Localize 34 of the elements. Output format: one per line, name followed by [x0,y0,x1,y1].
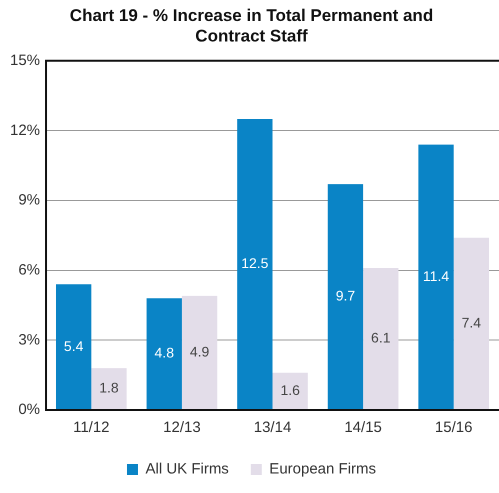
bar [272,372,308,410]
data-label: 12.5 [241,255,269,272]
bar [182,296,218,410]
y-tick-label: 0% [18,401,40,418]
x-tick-label: 15/16 [434,419,472,436]
legend-label: European Firms [269,460,376,478]
bar [363,268,398,410]
bar [146,298,182,410]
bar [237,119,273,410]
data-label: 6.1 [371,330,391,346]
bar [328,184,364,410]
x-tick-label: 11/12 [73,419,110,436]
y-tick-label: 12% [10,122,40,139]
y-tick-label: 9% [18,192,40,209]
data-label: 4.9 [190,344,210,360]
chart-title: Chart 19 - % Increase in Total Permanent and Contract Staff [70,6,434,46]
bar [56,284,92,410]
y-tick-label: 6% [18,261,40,278]
bar [418,144,454,410]
bar [91,368,127,410]
data-label: 9.7 [336,288,356,304]
data-label: 11.4 [422,268,450,284]
y-tick-label: 15% [10,52,40,69]
y-tick-label: 3% [18,331,40,348]
data-label: 1.8 [99,380,119,396]
x-tick-label: 12/13 [163,419,201,436]
x-tick-label: 14/15 [344,419,382,436]
x-tick-label: 13/14 [254,419,292,436]
data-label: 4.8 [154,344,174,361]
data-label: 1.6 [280,382,300,398]
legend-label: All UK Firms [145,460,229,478]
data-label: 7.4 [462,314,482,330]
data-label: 5.4 [64,338,84,354]
bar [454,238,490,410]
